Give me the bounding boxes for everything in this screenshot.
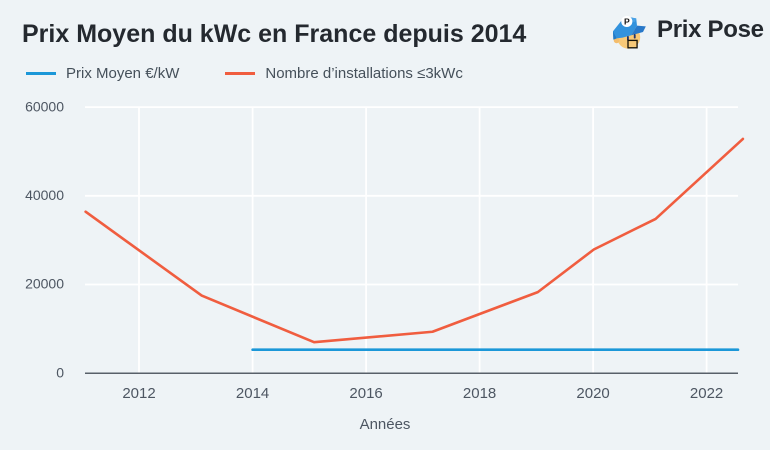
svg-text:Années: Années [360, 416, 411, 433]
svg-text:60000: 60000 [25, 99, 64, 115]
svg-text:0: 0 [56, 365, 64, 381]
svg-text:2014: 2014 [236, 385, 269, 402]
svg-text:2018: 2018 [463, 385, 496, 402]
svg-text:40000: 40000 [25, 187, 64, 203]
svg-text:2012: 2012 [122, 385, 155, 402]
svg-text:2016: 2016 [349, 385, 382, 402]
svg-text:2020: 2020 [576, 385, 609, 402]
svg-text:2022: 2022 [690, 385, 723, 402]
svg-text:20000: 20000 [25, 276, 64, 292]
